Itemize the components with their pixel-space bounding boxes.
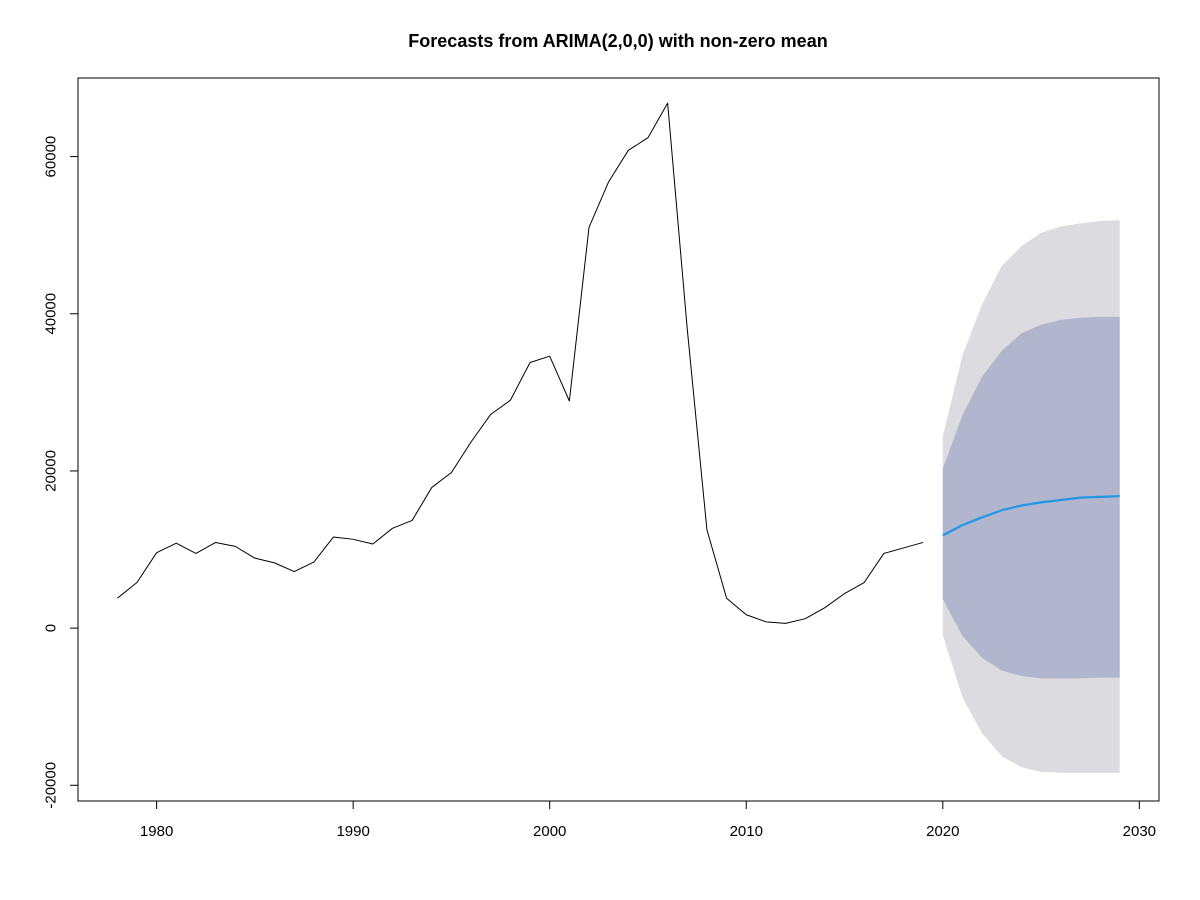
band-80 (942, 316, 1120, 679)
y-tick-label: -20000 (43, 762, 60, 809)
y-tick-label: 0 (43, 624, 60, 632)
x-tick-label: 2030 (1123, 823, 1156, 840)
forecast-mean-line (942, 494, 1120, 537)
x-tick-label: 2010 (730, 823, 763, 840)
x-tick-label: 2000 (533, 823, 566, 840)
x-axis: 1980 1990 2000 2010 2020 2030 (140, 800, 1156, 840)
series-lines (116, 102, 1120, 624)
y-tick-label: 20000 (43, 450, 60, 492)
chart-title: Forecasts from ARIMA(2,0,0) with non-zer… (408, 31, 827, 51)
x-tick-label: 1980 (140, 823, 173, 840)
history-line (116, 102, 924, 624)
y-axis: -20000 0 20000 40000 60000 (43, 136, 79, 809)
x-tick-label: 1990 (336, 823, 369, 840)
y-tick-label: 60000 (43, 136, 60, 178)
y-tick-label: 40000 (43, 293, 60, 335)
x-tick-label: 2020 (926, 823, 959, 840)
forecast-bands (942, 220, 1120, 773)
